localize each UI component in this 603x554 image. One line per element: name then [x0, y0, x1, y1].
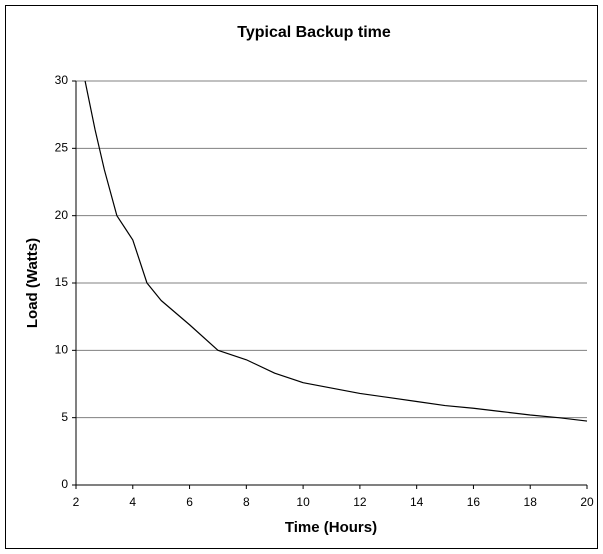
y-axis-title: Load (Watts)	[24, 238, 41, 328]
x-tick-label: 18	[524, 495, 538, 509]
x-tick-label: 4	[129, 495, 136, 509]
x-tick-label: 10	[296, 495, 310, 509]
x-axis-title: Time (Hours)	[285, 519, 377, 536]
x-tick-label: 14	[410, 495, 424, 509]
x-tick-label: 12	[353, 495, 367, 509]
line	[84, 80, 588, 422]
x-tick-label: 8	[243, 495, 250, 509]
y-tick-label: 0	[61, 477, 68, 491]
y-tick-label: 25	[55, 141, 69, 155]
y-tick-label: 5	[61, 410, 68, 424]
y-tick-label: 15	[55, 275, 69, 289]
y-tick-label: 30	[55, 73, 69, 87]
x-tick-label: 16	[467, 495, 481, 509]
y-tick-label: 10	[55, 343, 69, 357]
x-tick-label: 6	[186, 495, 193, 509]
x-tick-label: 2	[73, 495, 80, 509]
chart-border	[5, 5, 598, 549]
x-tick-label: 20	[580, 495, 594, 509]
y-tick-label: 20	[55, 208, 69, 222]
chart-title: Typical Backup time	[237, 24, 391, 41]
